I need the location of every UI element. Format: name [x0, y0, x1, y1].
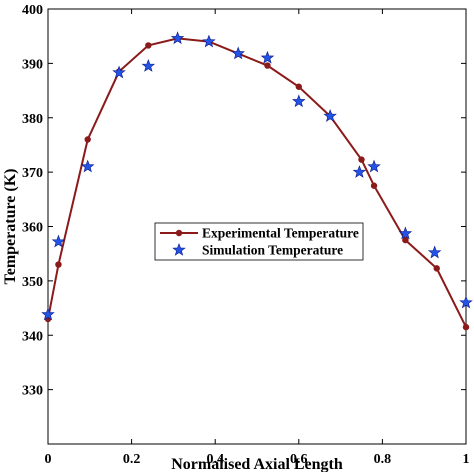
x-axis-title: Normalised Axial Length	[171, 456, 343, 472]
simulation-point	[292, 94, 306, 108]
simulation-point	[170, 31, 185, 45]
y-tick-label: 350	[22, 275, 43, 290]
x-tick-label: 1	[463, 452, 470, 467]
experimental-point	[145, 42, 152, 49]
y-tick-label: 330	[22, 384, 43, 399]
experimental-point	[295, 83, 302, 90]
y-tick-label: 370	[22, 166, 43, 181]
experimental-point	[264, 62, 271, 69]
simulation-point	[51, 234, 66, 248]
series-layer	[41, 31, 473, 331]
experimental-point	[84, 136, 91, 143]
x-tick-label: 0	[45, 452, 52, 467]
y-tick-label: 390	[22, 57, 43, 72]
y-tick-label: 400	[22, 3, 43, 18]
experimental-point	[55, 261, 62, 268]
legend-label-experimental: Experimental Temperature	[202, 226, 359, 241]
legend-marker-simulation	[172, 242, 186, 256]
simulation-point	[112, 65, 126, 79]
simulation-point	[427, 245, 442, 259]
simulation-point	[202, 34, 216, 48]
x-tick-label: 0.4	[206, 452, 224, 467]
simulation-point	[231, 46, 245, 60]
x-tick-label: 0.2	[123, 452, 141, 467]
axis-ticks	[47, 8, 467, 444]
y-tick-label: 360	[22, 221, 43, 236]
experimental-point	[402, 236, 409, 244]
experimental-point	[433, 265, 440, 272]
experimental-point	[370, 182, 378, 189]
simulation-point	[80, 159, 95, 173]
legend: Experimental Temperature Simulation Temp…	[154, 222, 364, 261]
simulation-point	[141, 59, 156, 72]
experimental-point	[358, 156, 365, 163]
y-tick-label: 380	[22, 112, 43, 127]
simulation-point	[352, 165, 367, 178]
simulation-point	[398, 226, 413, 240]
experimental-point	[462, 323, 470, 331]
y-axis-title: Temperature (K)	[2, 169, 19, 285]
simulation-point	[41, 307, 55, 321]
experimental-series-line	[47, 37, 467, 328]
legend-marker-experimental	[175, 229, 183, 237]
simulation-point	[323, 109, 337, 122]
simulation-point	[260, 50, 275, 64]
simulation-point	[367, 159, 381, 173]
simulation-point	[459, 295, 473, 309]
x-tick-label: 0.8	[374, 452, 392, 467]
legend-box	[154, 222, 364, 261]
y-tick-label: 340	[22, 329, 43, 344]
x-tick-label: 0.6	[290, 452, 308, 467]
tick-labels: 0 0.2 0.4 0.6 0.8 1 330 340 350 360 370 380 390 400	[22, 3, 470, 467]
legend-label-simulation: Simulation Temperature	[202, 243, 343, 258]
